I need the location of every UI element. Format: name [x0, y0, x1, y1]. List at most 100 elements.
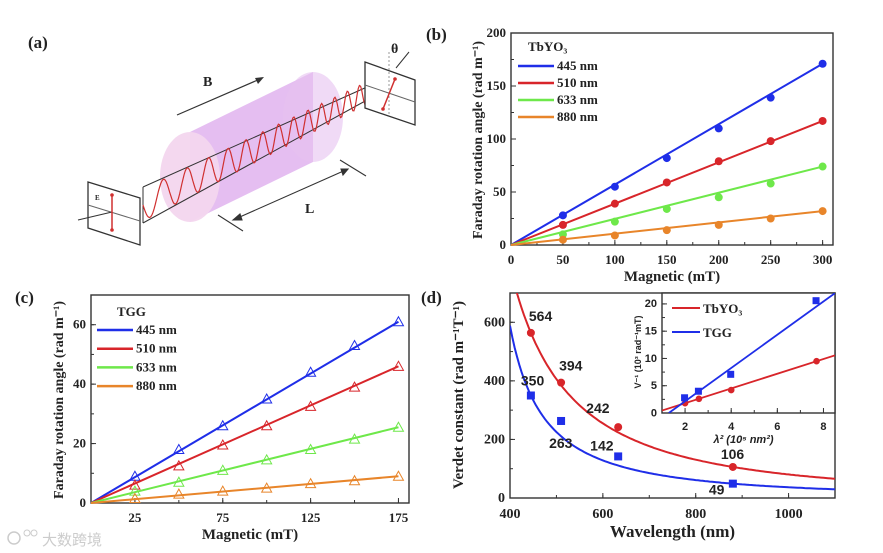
panel-b-x-tick-label: 250: [761, 252, 781, 267]
panel-d-y-tick-label: 400: [484, 374, 505, 389]
panel-d-data-point: [557, 416, 566, 425]
panel-d-fit-curve: [515, 293, 835, 480]
panel-a-label: (a): [28, 33, 48, 52]
panel-b-data-point: [714, 220, 723, 229]
panel-b-data-point: [766, 137, 775, 146]
panel-d-inset-data-point: [727, 370, 735, 378]
panel-c-data-point: [129, 485, 141, 496]
panel-b-data-point: [662, 178, 671, 187]
panel-b-data-point: [610, 199, 619, 208]
panel-d-inset-x-tick-label: 6: [774, 421, 780, 433]
panel-d-y-tick-label: 0: [498, 491, 505, 506]
panel-b-legend-label: 880 nm: [557, 109, 598, 124]
panel-b-data-point: [766, 93, 775, 102]
panel-b-data-point: [662, 204, 671, 213]
panel-c-data-point: [348, 474, 361, 486]
panel-b-data-point: [818, 59, 827, 68]
panel-c-data-point: [348, 381, 361, 392]
panel-b-x-tick-label: 200: [709, 252, 729, 267]
panel-c-data-point: [260, 482, 273, 493]
panel-d-data-label: 564: [529, 308, 553, 324]
panel-d-x-tick-label: 400: [500, 507, 521, 522]
panel-c-y-tick-label: 20: [73, 435, 86, 450]
panel-d-data-point: [614, 423, 623, 432]
panel-c-data-point: [172, 443, 185, 455]
panel-b-data-point: [714, 124, 723, 133]
panel-b-data-point: [662, 226, 671, 235]
panel-b-x-tick-label: 50: [556, 252, 569, 267]
panel-c-data-point: [172, 476, 185, 487]
panel-b-x-tick-label: 0: [508, 252, 515, 267]
panel-c-legend-label: 510 nm: [136, 341, 177, 356]
watermark: 大数跨境: [7, 529, 102, 549]
panel-c-y-tick-label: 0: [80, 495, 87, 510]
panel-c-data-point: [304, 400, 317, 411]
output-analyzer-screen: θ: [364, 42, 416, 126]
panel-d-data-label: 394: [559, 358, 583, 374]
efield-label: E: [95, 194, 100, 202]
panel-c-legend-label: 880 nm: [136, 378, 177, 393]
panel-b-legend-label: 445 nm: [557, 58, 598, 73]
panel-b-y-tick-label: 100: [487, 131, 507, 146]
panel-d-data-point: [614, 452, 623, 461]
panel-d-data-label: 242: [586, 400, 610, 416]
panel-b-x-tick-label: 150: [657, 252, 677, 267]
panel-d-x-tick-label: 600: [592, 507, 613, 522]
panel-b-y-axis-title: Faraday rotation angle (rad m⁻¹): [471, 41, 486, 239]
panel-c-panel-label: (c): [15, 288, 34, 307]
panel-c-x-axis-title: Magnetic (mT): [202, 527, 298, 543]
length-arrow: [217, 159, 367, 232]
panel-d-inset-x-axis-title: λ² (10⁵ nm²): [712, 434, 773, 446]
panel-d-y-axis-title: Verdet constant (rad m⁻¹T⁻¹): [451, 301, 467, 489]
panel-c-data-point: [129, 479, 141, 490]
panel-b-x-tick-label: 300: [813, 252, 833, 267]
panel-c-legend-label: 633 nm: [136, 359, 177, 374]
panel-c-fit-line: [90, 320, 399, 504]
panel-d-data-point: [728, 479, 737, 488]
panel-b-y-tick-label: 150: [487, 78, 507, 93]
panel-c-fit-line: [90, 475, 399, 504]
panel-d-inset-data-point: [695, 395, 703, 403]
panel-d-inset-x-tick-label: 8: [820, 421, 826, 433]
panel-d-data-label: 350: [521, 373, 545, 389]
panel-c-data-point: [260, 453, 273, 465]
panel-b-legend-label: 633 nm: [557, 92, 598, 107]
panel-c-y-tick-label: 40: [73, 376, 86, 391]
input-polarizer-screen: E: [77, 181, 141, 246]
crystal-cylinder: [160, 72, 343, 222]
polarization-wave: [142, 84, 366, 219]
panel-d-inset-y-tick-label: 5: [651, 380, 657, 392]
length-label: L: [305, 202, 314, 217]
panel-d-inset-data-point: [812, 297, 820, 305]
panel-c-data-point: [129, 492, 141, 504]
panel-d-inset-fit-line: [662, 354, 835, 412]
panel-b-data-point: [558, 220, 567, 229]
panel-b-data-point: [610, 217, 619, 226]
panel-d-x-axis-title: Wavelength (nm): [610, 522, 735, 541]
panel-c-chart: (c) 25 75 125 175 0 20 40 60 445 nm 510 nm 633 nm 88…: [15, 288, 410, 543]
panel-c-data-point: [172, 459, 185, 471]
panel-d-inset: 2 4 6 8 0 5 10 15 20 TbYO₃ TGG λ² (10⁵ nm²) V⁻¹ (10³…: [633, 292, 836, 446]
panel-c-data-point: [392, 360, 405, 371]
panel-c-x-tick-label: 125: [301, 510, 321, 525]
panel-b-y-tick-label: 200: [487, 25, 507, 40]
panel-b-data-point: [558, 235, 567, 244]
panel-d-panel-label: (d): [421, 288, 442, 307]
panel-c-plot-frame: [90, 294, 410, 504]
panel-d-x-tick-label: 1000: [775, 507, 803, 522]
panel-c-x-tick-label: 25: [128, 510, 142, 525]
panel-d-data-point: [557, 378, 566, 387]
panel-d-data-label: 263: [549, 435, 573, 451]
panel-b-legend-label: 510 nm: [557, 75, 598, 90]
panel-c-data-point: [392, 421, 405, 432]
panel-b-data-point: [818, 116, 827, 125]
panel-d-inset-data-point: [813, 357, 820, 365]
panel-d-inset-data-point: [694, 387, 702, 395]
panel-c-data-point: [304, 477, 317, 489]
panel-b-data-point: [766, 179, 775, 188]
panel-b-data-point: [714, 193, 723, 202]
panel-b-chart: (b) 0 50 100 150 200 250 300 0 50 100 150 200 445 nm 5…: [426, 25, 834, 285]
panel-c-x-tick-label: 175: [389, 510, 409, 525]
